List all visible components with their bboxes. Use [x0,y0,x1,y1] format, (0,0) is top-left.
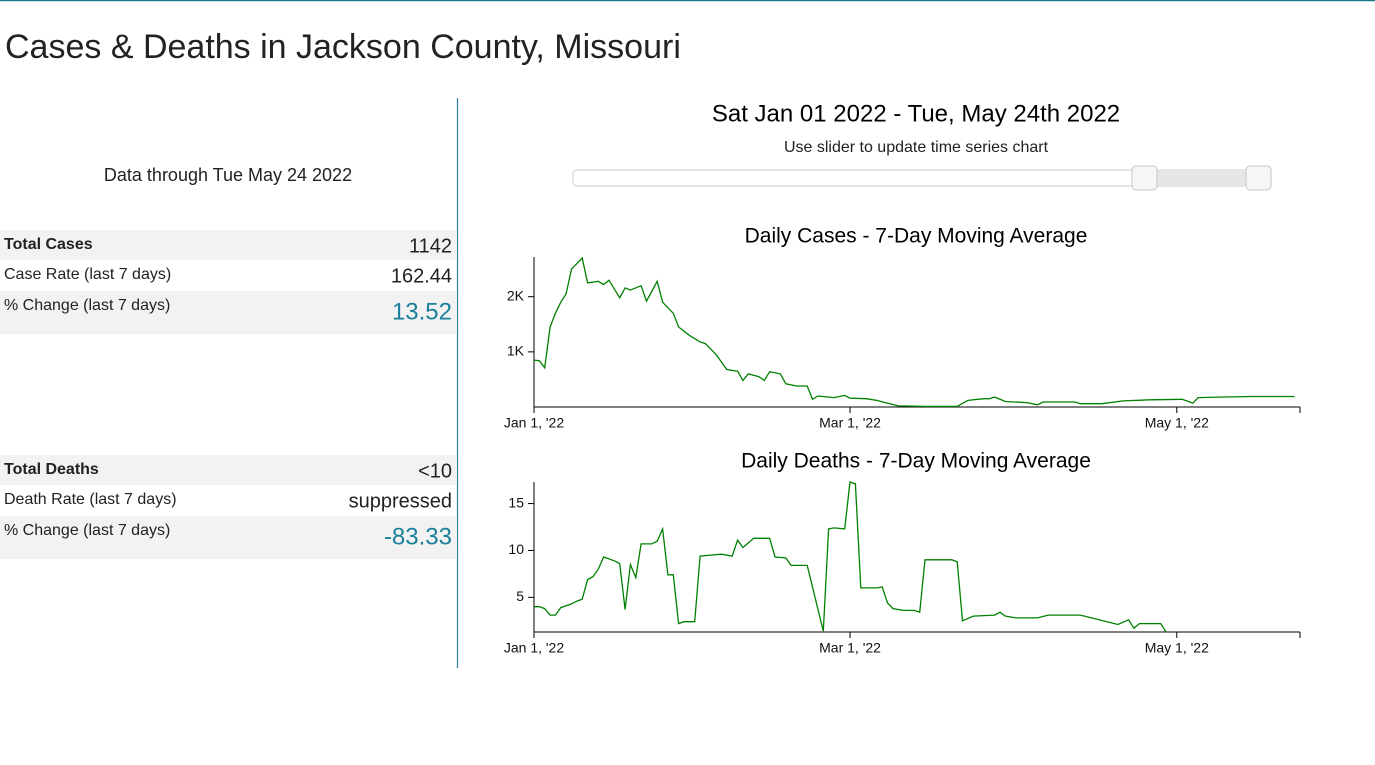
x-tick-label: Mar 1, '22 [819,415,881,431]
row-background [0,230,457,260]
data-line [533,256,1295,408]
data-through: Data through Tue May 24 2022 [104,165,352,185]
chart-title: Daily Deaths - 7-Day Moving Average [741,450,1091,473]
x-tick-label: May 1, '22 [1145,415,1209,431]
x-tick-label: Jan 1, '22 [504,415,564,431]
data-line [534,481,1167,633]
stat-value: 1142 [409,235,452,257]
y-tick-label: 10 [508,541,524,557]
x-tick-label: May 1, '22 [1145,640,1209,656]
date-range: Sat Jan 01 2022 - Tue, May 24th 2022 [712,100,1120,127]
stat-label: % Change (last 7 days) [4,522,170,539]
slider-handle[interactable] [1245,165,1272,191]
stat-label: Death Rate (last 7 days) [4,491,177,508]
stat-value: <10 [418,460,452,482]
y-tick-label: 1K [507,343,525,359]
stat-value: -83.33 [384,523,452,550]
x-tick-label: Jan 1, '22 [504,640,564,656]
chart-title: Daily Cases - 7-Day Moving Average [745,225,1088,248]
row-background [0,291,457,334]
stat-label: Case Rate (last 7 days) [4,266,171,283]
y-tick-label: 2K [507,287,525,303]
stat-value: 162.44 [391,265,452,287]
stat-label: Total Deaths [4,461,99,478]
row-background [0,455,457,485]
y-tick-label: 5 [516,588,524,604]
y-tick-label: 15 [508,494,524,510]
slider-handle[interactable] [1131,165,1158,191]
stat-value: suppressed [349,490,452,512]
row-background [0,516,457,559]
page-title: Cases & Deaths in Jackson County, Missou… [5,28,681,66]
stat-label: Total Cases [4,236,93,253]
slider-instruction: Use slider to update time series chart [784,139,1049,156]
stat-value: 13.52 [392,298,452,325]
stat-label: % Change (last 7 days) [4,297,170,314]
slider-selection [1144,170,1258,186]
x-tick-label: Mar 1, '22 [819,640,881,656]
range-slider[interactable] [572,165,1272,191]
